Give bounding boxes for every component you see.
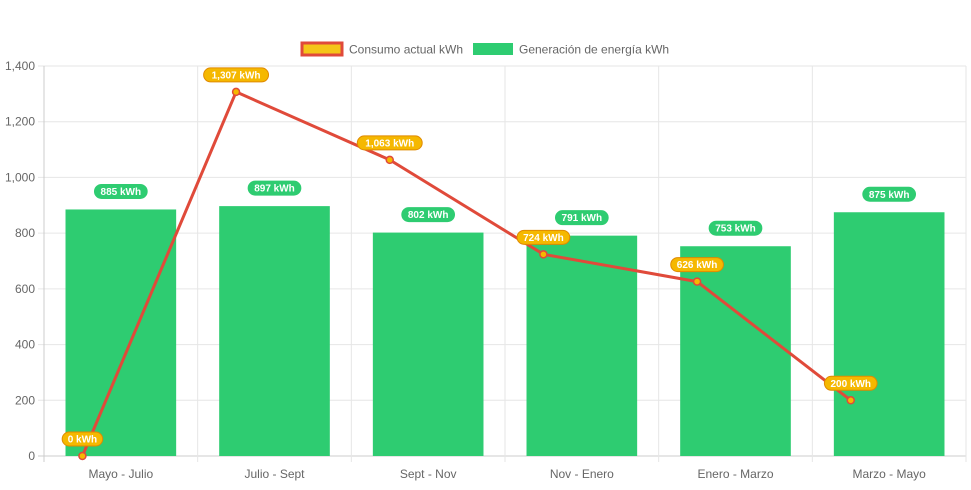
line-data-label-bg — [203, 67, 270, 83]
line-data-label-text: 724 kWh — [523, 233, 564, 244]
line-point[interactable] — [231, 87, 241, 97]
y-tick-label: 1,400 — [5, 59, 35, 73]
x-tick-label: Sept - Nov — [400, 467, 457, 481]
bar[interactable] — [219, 206, 330, 456]
y-tick-label: 800 — [15, 226, 35, 240]
bar-data-label-bg — [93, 183, 148, 199]
line-point[interactable] — [692, 277, 702, 286]
bar[interactable] — [65, 209, 177, 456]
line-data-label-bg — [823, 375, 878, 391]
data-labels: 885 kWh 897 kWh 802 kWh 791 kWh 753 kWh 875 k… — [61, 67, 917, 447]
y-tick-label: 1,000 — [5, 170, 35, 184]
line-data-label-text: 200 kWh — [830, 379, 871, 390]
bar-data-label-bg — [401, 207, 456, 223]
bar[interactable] — [833, 212, 945, 456]
x-tick-label: Julio - Sept — [244, 467, 305, 481]
bar[interactable] — [372, 232, 484, 456]
bar-data-label-text: 875 kWh — [869, 190, 910, 201]
bar-data-label-text: 753 kWh — [715, 224, 756, 235]
line-point[interactable] — [385, 155, 394, 165]
legend: Consumo actual kWh Generación de energía… — [300, 41, 669, 57]
bar-data-label-text: 897 kWh — [254, 184, 295, 195]
line-data-label-text: 1,063 kWh — [365, 138, 414, 149]
bar-data-label: 802 kWh — [401, 207, 456, 223]
y-axis: 0 200 400 600 800 1,000 1,200 1,400 — [5, 59, 35, 463]
bar-data-label-bg — [554, 210, 609, 226]
bar-series — [65, 206, 945, 456]
x-tick-label: Marzo - Mayo — [852, 467, 926, 481]
y-tick-label: 400 — [15, 338, 35, 352]
line-data-label: 0 kWh — [61, 431, 104, 447]
bar-data-label-text: 802 kWh — [408, 210, 449, 221]
line-data-label: 724 kWh — [516, 229, 571, 245]
bar-data-label-text: 885 kWh — [101, 187, 142, 198]
bar-data-label: 897 kWh — [247, 180, 302, 196]
legend-label-consumo: Consumo actual kWh — [349, 43, 463, 57]
bar-data-label-bg — [862, 186, 917, 202]
bar-data-label: 875 kWh — [862, 186, 917, 202]
series-line — [81, 90, 852, 457]
line-point[interactable] — [539, 250, 548, 259]
line-data-label-bg — [670, 257, 724, 273]
bar-data-label-bg — [247, 180, 302, 196]
y-tick-label: 200 — [15, 393, 35, 407]
line-data-label-bg — [516, 229, 571, 245]
bar-data-label: 885 kWh — [93, 183, 148, 199]
line-data-label: 200 kWh — [823, 375, 878, 391]
line-data-label: 1,063 kWh — [356, 135, 423, 151]
bar[interactable] — [526, 235, 638, 456]
line-data-label-text: 0 kWh — [68, 435, 97, 446]
line-point[interactable] — [78, 451, 87, 461]
bar-data-label-bg — [708, 220, 763, 236]
y-tick-label: 1,200 — [5, 115, 35, 129]
line-data-label-bg — [356, 135, 423, 151]
legend-swatch-consumo — [300, 41, 344, 57]
x-tick-label: Nov - Enero — [550, 467, 614, 481]
bar-data-label: 791 kWh — [554, 210, 609, 226]
legend-item-generacion[interactable]: Generación de energía kWh — [473, 43, 669, 57]
bar-data-label-text: 791 kWh — [562, 213, 603, 224]
legend-label-generacion: Generación de energía kWh — [519, 43, 669, 57]
line-data-label-bg — [61, 431, 104, 447]
legend-swatch-generacion — [473, 43, 513, 55]
line-series — [78, 87, 855, 461]
x-tick-label: Mayo - Julio — [88, 467, 153, 481]
x-axis: Mayo - Julio Julio - Sept Sept - Nov Nov - … — [88, 467, 926, 481]
line-data-label: 626 kWh — [670, 257, 724, 273]
bar-data-label: 753 kWh — [708, 220, 763, 236]
y-tick-label: 600 — [15, 282, 35, 296]
line-data-label-text: 626 kWh — [677, 260, 718, 271]
line-data-label-text: 1,307 kWh — [212, 70, 261, 81]
gridlines — [38, 65, 967, 462]
x-tick-label: Enero - Marzo — [697, 467, 773, 481]
y-tick-label: 0 — [28, 449, 35, 463]
legend-item-consumo[interactable]: Consumo actual kWh — [300, 41, 463, 57]
line-data-label: 1,307 kWh — [203, 67, 270, 83]
line-point[interactable] — [846, 396, 855, 405]
